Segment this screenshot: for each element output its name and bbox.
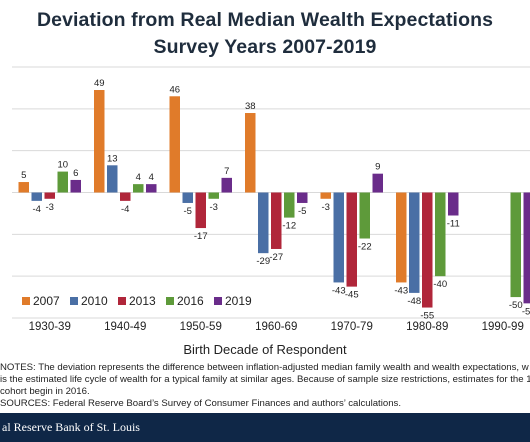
bars (18, 90, 530, 308)
legend-swatch (118, 297, 126, 305)
legend-label: 2013 (129, 294, 156, 308)
legend-swatch (166, 297, 174, 305)
data-label: 10 (57, 160, 68, 171)
data-label: 46 (169, 84, 180, 95)
data-label: 4 (149, 172, 154, 183)
bar-2007 (18, 182, 29, 193)
bar-2016 (208, 192, 219, 199)
bar-2013 (195, 192, 206, 229)
chart-subtitle: Survey Years 2007-2019 (153, 36, 377, 58)
category-label: 1990-99 (482, 321, 524, 333)
category-label: 1940-49 (104, 321, 146, 333)
category-label: 1930-39 (29, 321, 71, 333)
bar-2016 (510, 192, 521, 298)
bar-2013 (346, 192, 357, 287)
footer-brand: al Reserve Bank of St. Louis (2, 420, 140, 434)
bar-2019 (448, 192, 459, 216)
notes-line-1: NOTES: The deviation represents the diff… (0, 362, 529, 373)
bar-2016 (57, 171, 68, 193)
bar-2019 (372, 173, 383, 193)
notes-block: NOTES: The deviation represents the diff… (0, 362, 530, 410)
bar-2019 (297, 192, 308, 203)
legend-swatch (22, 297, 30, 305)
bar-2013 (422, 192, 433, 308)
data-label: -43 (332, 285, 346, 296)
bar-2019 (221, 177, 232, 193)
data-label: 49 (94, 78, 105, 89)
bar-2016 (133, 184, 144, 193)
bar-2010 (31, 192, 42, 201)
legend-swatch (214, 297, 222, 305)
data-label: -17 (194, 231, 208, 242)
data-label: -12 (282, 221, 296, 232)
category-label: 1960-69 (255, 321, 297, 333)
data-label: -43 (394, 285, 408, 296)
bar-2016 (435, 192, 446, 277)
category-label: 1950-59 (180, 321, 222, 333)
bar-2007 (169, 96, 180, 193)
category-labels: 1930-39 1940-49 1950-59 1960-69 1970-79 1980-… (29, 321, 524, 333)
data-label: -48 (407, 296, 421, 307)
bar-2013 (120, 192, 131, 201)
x-axis-label: Birth Decade of Respondent (183, 342, 347, 357)
bar-2019 (146, 184, 157, 193)
data-label: 38 (245, 101, 256, 112)
bar-2010 (333, 192, 344, 283)
notes-line-2: is the estimated life cycle of wealth fo… (0, 374, 530, 385)
data-label: -40 (433, 279, 447, 290)
data-label: -3 (46, 202, 54, 213)
category-label: 1970-79 (331, 321, 373, 333)
data-label: 13 (107, 153, 118, 164)
bar-2016 (284, 192, 295, 218)
bar-2016 (359, 192, 370, 239)
legend-swatch (70, 297, 78, 305)
bar-2010 (107, 165, 118, 193)
data-label: -53 (522, 306, 530, 317)
data-label: -27 (269, 252, 283, 263)
legend-label: 2019 (225, 294, 252, 308)
legend-label: 2010 (81, 294, 108, 308)
bar-2019 (523, 192, 530, 304)
data-label: -4 (121, 204, 129, 215)
data-label: -3 (210, 202, 218, 213)
data-label: -4 (33, 204, 41, 215)
bar-2013 (271, 192, 282, 249)
legend-label: 2007 (33, 294, 60, 308)
bar-2010 (409, 192, 420, 293)
bar-2010 (258, 192, 269, 254)
bar-2007 (245, 113, 256, 193)
data-label: 5 (21, 170, 26, 181)
data-label: -22 (358, 242, 372, 253)
data-label: -3 (322, 202, 330, 213)
data-label: -5 (298, 206, 306, 217)
bar-2010 (182, 192, 193, 203)
data-label: -50 (509, 300, 523, 311)
data-label: 7 (224, 166, 229, 177)
notes-line-3: cohort begin in 2016. (0, 386, 90, 397)
chart-title: Deviation from Real Median Wealth Expect… (36, 9, 494, 31)
footer-bar: al Reserve Bank of St. Louis (0, 413, 530, 442)
bar-2007 (320, 192, 331, 199)
data-label: -5 (184, 206, 192, 217)
data-label: 4 (136, 172, 141, 183)
legend: 2007 2010 2013 2016 2019 (22, 294, 252, 308)
bar-2013 (44, 192, 55, 199)
data-label: -55 (420, 311, 434, 322)
sources-line: SOURCES: Federal Reserve Board’s Survey … (0, 398, 401, 409)
data-label: -29 (256, 256, 270, 267)
bar-2007 (94, 90, 105, 193)
bar-2007 (396, 192, 407, 283)
category-label: 1980-89 (406, 321, 448, 333)
bar-2019 (70, 179, 81, 193)
data-label: -11 (447, 219, 460, 230)
legend-label: 2016 (177, 294, 204, 308)
data-label: -45 (345, 290, 359, 301)
data-label: 9 (375, 162, 380, 173)
data-label: 6 (73, 168, 78, 179)
